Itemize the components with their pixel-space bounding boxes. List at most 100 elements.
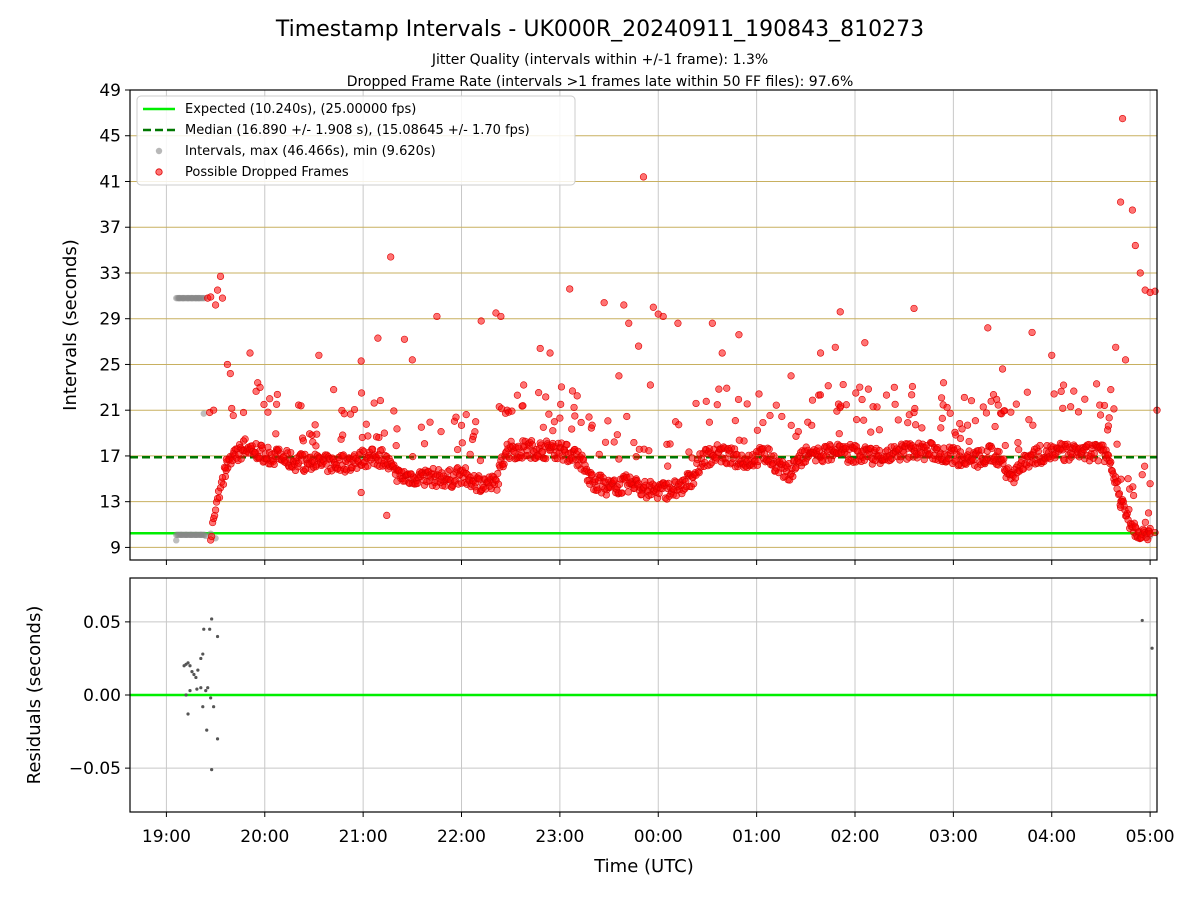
dropped-frame-point bbox=[350, 405, 359, 414]
dropped-frame-point bbox=[213, 286, 222, 294]
dropped-frame-point bbox=[920, 455, 928, 464]
residual-point bbox=[204, 689, 208, 693]
dropped-frame-point bbox=[705, 418, 714, 426]
residual-point bbox=[199, 686, 203, 690]
dropped-frame-point bbox=[1070, 387, 1078, 395]
dropped-frame-point bbox=[588, 470, 596, 479]
dropped-frame-point bbox=[723, 384, 731, 392]
dropped-frame-point bbox=[894, 416, 902, 424]
dropped-frame-point bbox=[979, 403, 987, 411]
dropped-frame-point bbox=[664, 462, 672, 470]
dropped-frame-point bbox=[1104, 422, 1113, 430]
dropped-frame-point bbox=[1113, 440, 1121, 448]
dropped-frame-point bbox=[971, 417, 980, 425]
dropped-frame-point bbox=[659, 312, 667, 321]
dropped-frame-point bbox=[1138, 471, 1146, 479]
dropped-frame-point bbox=[620, 301, 628, 309]
dropped-frame-point bbox=[994, 401, 1002, 409]
dropped-frame-point bbox=[946, 409, 954, 417]
dropped-frame-point bbox=[754, 457, 762, 466]
dropped-frame-point bbox=[409, 453, 417, 461]
dropped-frame-point bbox=[573, 392, 581, 400]
legend-intervals-label: Intervals, max (46.466s), min (9.620s) bbox=[185, 144, 436, 159]
dropped-frame-point bbox=[808, 396, 817, 404]
dropped-frame-point bbox=[882, 391, 891, 399]
dropped-frame-point bbox=[299, 437, 307, 445]
dropped-frame-point bbox=[408, 356, 416, 364]
chart-title: Timestamp Intervals - UK000R_20240911_19… bbox=[275, 17, 924, 42]
dropped-frame-point bbox=[457, 421, 466, 429]
dropped-frame-point bbox=[765, 445, 773, 453]
dropped-frame-point bbox=[1096, 411, 1105, 419]
dropped-frame-point bbox=[743, 400, 751, 408]
dropped-frame-point bbox=[222, 455, 231, 463]
dropped-frame-point bbox=[557, 383, 566, 391]
dropped-frame-point bbox=[956, 434, 965, 442]
dropped-frame-point bbox=[778, 412, 786, 421]
x-tick-label: 22:00 bbox=[437, 827, 486, 847]
dropped-frame-point bbox=[494, 480, 503, 488]
dropped-frame-point bbox=[938, 414, 946, 422]
dropped-frame-point bbox=[891, 400, 899, 408]
dropped-frame-point bbox=[207, 293, 215, 301]
dropped-frame-point bbox=[839, 380, 847, 389]
dropped-frame-point bbox=[873, 403, 881, 411]
dropped-frame-point bbox=[1036, 441, 1044, 450]
dropped-frame-point bbox=[715, 385, 723, 393]
residual-point bbox=[194, 675, 198, 680]
dropped-frame-point bbox=[615, 455, 623, 463]
dropped-frame-point bbox=[218, 473, 227, 482]
dropped-frame-point bbox=[273, 390, 281, 399]
dropped-frame-point bbox=[433, 312, 441, 321]
legend-intervals-swatch bbox=[155, 147, 163, 155]
dropped-frame-point bbox=[852, 416, 861, 424]
dropped-frame-point bbox=[588, 421, 596, 429]
dropped-frame-point bbox=[632, 453, 640, 461]
residual-point bbox=[190, 670, 194, 674]
dropped-frame-point bbox=[364, 432, 372, 440]
dropped-frame-point bbox=[1115, 490, 1124, 498]
dropped-frame-point bbox=[623, 412, 631, 421]
dropped-frame-point bbox=[1117, 503, 1125, 511]
dropped-frame-point bbox=[794, 427, 802, 436]
dropped-frame-point bbox=[1059, 381, 1068, 389]
dropped-frame-point bbox=[1128, 206, 1137, 214]
x-tick-label: 23:00 bbox=[535, 827, 584, 847]
dropped-frame-point bbox=[264, 408, 272, 416]
dropped-frame-point bbox=[585, 413, 593, 421]
dropped-frame-point bbox=[1094, 457, 1102, 465]
dropped-frame-point bbox=[1118, 114, 1127, 123]
top-axes-frame bbox=[129, 89, 1158, 561]
dropped-frame-point bbox=[545, 410, 553, 418]
dropped-frame-point bbox=[229, 411, 237, 420]
dropped-frame-point bbox=[256, 383, 264, 392]
dropped-frame-point bbox=[604, 417, 612, 425]
top-y-tick-label: 17 bbox=[99, 447, 121, 467]
residual-point bbox=[210, 617, 214, 621]
dropped-frame-point bbox=[1146, 480, 1154, 488]
dropped-frame-point bbox=[1112, 343, 1120, 351]
dropped-frame-point bbox=[963, 421, 972, 429]
dropped-frame-point bbox=[998, 365, 1007, 373]
dropped-frame-point bbox=[270, 460, 278, 469]
dropped-frame-point bbox=[639, 173, 648, 181]
dropped-frame-point bbox=[1110, 405, 1118, 413]
top-y-tick-label: 13 bbox=[99, 493, 121, 513]
dropped-frame-point bbox=[577, 418, 585, 427]
top-y-tick-label: 49 bbox=[99, 81, 121, 101]
dropped-frame-point bbox=[918, 424, 926, 432]
bottom-panel: 19:00 20:00 21:00 22:00 23:00 00:00 01:00 02:00… bbox=[69, 577, 1175, 847]
dropped-frame-point bbox=[549, 427, 557, 435]
residual-point bbox=[215, 737, 220, 741]
dropped-frame-point bbox=[908, 382, 917, 391]
dropped-frame-point bbox=[380, 429, 388, 437]
dropped-frame-point bbox=[835, 430, 843, 438]
dropped-frame-point bbox=[211, 301, 220, 309]
dropped-frame-point bbox=[563, 441, 571, 449]
dropped-frame-point bbox=[649, 303, 657, 311]
dropped-frame-point bbox=[400, 335, 409, 343]
residual-point bbox=[1140, 618, 1144, 623]
bottom-y-tick-label: −0.05 bbox=[69, 759, 121, 779]
x-tick-label: 01:00 bbox=[732, 827, 781, 847]
